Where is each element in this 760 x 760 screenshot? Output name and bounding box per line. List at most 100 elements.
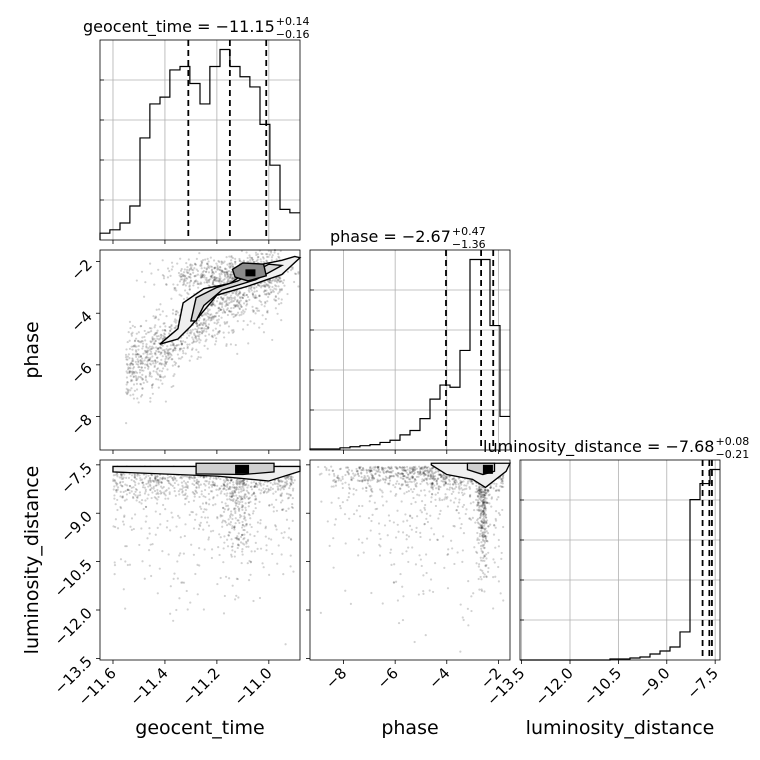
sample-point bbox=[188, 477, 191, 480]
sample-point bbox=[479, 516, 482, 519]
sample-point bbox=[494, 575, 497, 578]
sample-point bbox=[404, 469, 407, 472]
sample-point bbox=[486, 531, 490, 535]
sample-point bbox=[145, 343, 148, 346]
sample-point bbox=[480, 541, 483, 544]
sample-point bbox=[179, 536, 182, 539]
sample-point bbox=[457, 482, 460, 486]
sample-point bbox=[259, 300, 263, 304]
sample-point bbox=[259, 492, 262, 495]
sample-point bbox=[379, 537, 382, 541]
sample-point bbox=[201, 274, 204, 277]
x-tick-label: −6 bbox=[374, 664, 402, 692]
sample-point bbox=[262, 566, 265, 569]
sample-point bbox=[231, 331, 234, 334]
sample-point bbox=[214, 343, 217, 346]
sample-point bbox=[434, 493, 437, 496]
sample-point bbox=[418, 494, 421, 497]
sample-point bbox=[146, 356, 150, 359]
sample-point bbox=[116, 475, 119, 478]
sample-point bbox=[452, 490, 455, 493]
sample-point bbox=[381, 495, 384, 498]
sample-point bbox=[133, 389, 137, 392]
title-upper-error: +0.08 bbox=[715, 435, 749, 448]
sample-point bbox=[479, 490, 482, 493]
sample-point bbox=[219, 302, 222, 305]
sample-point bbox=[234, 262, 237, 265]
sample-point bbox=[264, 535, 267, 538]
sample-point bbox=[232, 330, 235, 333]
sample-point bbox=[122, 476, 125, 479]
sample-point bbox=[154, 479, 157, 482]
sample-point bbox=[151, 491, 154, 494]
sample-point bbox=[133, 344, 136, 347]
sample-point bbox=[230, 538, 233, 541]
sample-point bbox=[217, 259, 220, 263]
sample-point bbox=[484, 565, 487, 568]
sample-point bbox=[164, 325, 167, 328]
sample-point bbox=[223, 277, 226, 281]
sample-point bbox=[210, 335, 213, 338]
sample-point bbox=[250, 256, 253, 260]
sample-point bbox=[227, 331, 230, 334]
sample-point bbox=[113, 564, 117, 567]
x-axis-label-luminosity-distance: luminosity_distance bbox=[526, 717, 715, 739]
sample-point bbox=[217, 277, 221, 280]
sample-point bbox=[227, 518, 230, 521]
sample-point bbox=[189, 601, 192, 604]
sample-point bbox=[163, 328, 167, 332]
sample-point bbox=[245, 299, 248, 302]
sample-point bbox=[226, 485, 229, 489]
sample-point bbox=[181, 278, 184, 281]
sample-point bbox=[258, 488, 261, 491]
sample-point bbox=[265, 253, 268, 256]
sample-point bbox=[161, 487, 164, 490]
sample-point bbox=[197, 326, 200, 330]
sample-point bbox=[213, 321, 216, 325]
sample-point bbox=[421, 478, 424, 481]
sample-point bbox=[218, 329, 221, 333]
sample-point bbox=[483, 547, 486, 550]
sample-point bbox=[270, 538, 273, 541]
sample-point bbox=[495, 485, 498, 488]
sample-point bbox=[486, 491, 489, 494]
sample-point bbox=[171, 358, 174, 361]
sample-point bbox=[237, 491, 240, 494]
sample-point bbox=[231, 300, 234, 303]
sample-point bbox=[492, 558, 495, 561]
sample-point bbox=[141, 362, 144, 365]
sample-point bbox=[208, 480, 211, 483]
sample-point bbox=[173, 320, 176, 323]
sample-point bbox=[150, 347, 153, 350]
sample-point bbox=[227, 275, 230, 278]
sample-point bbox=[197, 351, 200, 354]
sample-point bbox=[396, 509, 399, 512]
sample-point bbox=[121, 480, 125, 484]
sample-point bbox=[119, 490, 122, 494]
sample-point bbox=[271, 552, 274, 556]
sample-point bbox=[198, 333, 201, 336]
sample-point bbox=[215, 477, 218, 481]
sample-point bbox=[424, 494, 427, 497]
sample-point bbox=[223, 271, 226, 274]
title-param-name: luminosity_distance bbox=[483, 437, 642, 457]
sample-point bbox=[212, 504, 215, 507]
sample-point bbox=[234, 536, 237, 540]
sample-point bbox=[280, 298, 283, 301]
sample-point bbox=[159, 523, 162, 526]
sample-point bbox=[137, 375, 140, 378]
sample-point bbox=[164, 363, 168, 366]
sample-point bbox=[154, 497, 158, 500]
sample-point bbox=[140, 478, 144, 481]
sample-point bbox=[206, 266, 209, 269]
sample-point bbox=[350, 477, 353, 481]
sample-point bbox=[247, 484, 250, 487]
sample-point bbox=[420, 466, 423, 469]
sample-point bbox=[411, 546, 414, 549]
sample-point bbox=[500, 477, 503, 481]
sample-point bbox=[273, 278, 277, 281]
sample-point bbox=[124, 483, 127, 486]
sample-point bbox=[275, 258, 278, 261]
sample-point bbox=[139, 355, 142, 358]
sample-point bbox=[114, 503, 117, 506]
